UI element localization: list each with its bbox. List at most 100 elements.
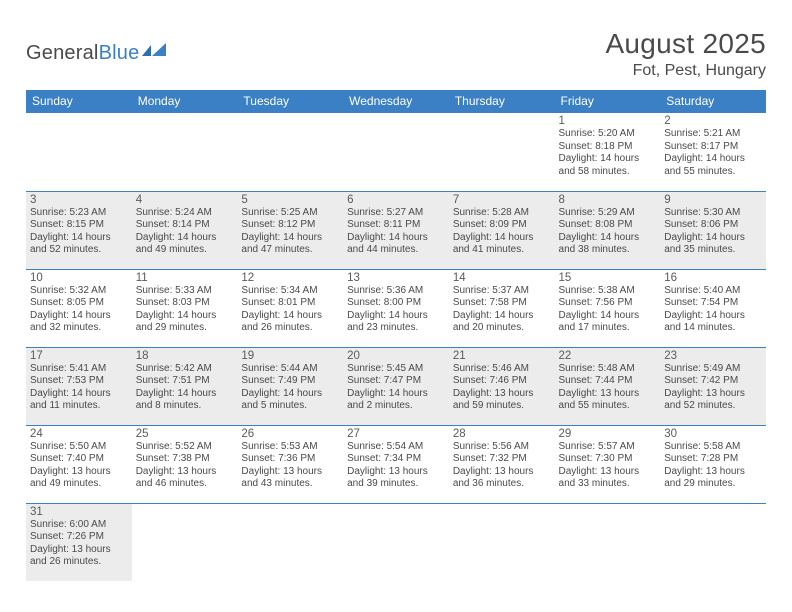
calendar-empty-cell bbox=[343, 113, 449, 191]
day-info: Sunrise: 5:50 AMSunset: 7:40 PMDaylight:… bbox=[30, 441, 128, 491]
day-number: 12 bbox=[241, 272, 339, 284]
day-number: 13 bbox=[347, 272, 445, 284]
day-number: 11 bbox=[136, 272, 234, 284]
day-info: Sunrise: 5:49 AMSunset: 7:42 PMDaylight:… bbox=[664, 363, 762, 413]
calendar-day-cell: 14Sunrise: 5:37 AMSunset: 7:58 PMDayligh… bbox=[449, 269, 555, 347]
day-number: 7 bbox=[453, 194, 551, 206]
calendar-empty-cell bbox=[449, 503, 555, 581]
calendar-week-row: 31Sunrise: 6:00 AMSunset: 7:26 PMDayligh… bbox=[26, 503, 766, 581]
page-title: August 2025 bbox=[605, 28, 766, 60]
day-number: 26 bbox=[241, 428, 339, 440]
weekday-header: Wednesday bbox=[343, 90, 449, 113]
calendar-body: 1Sunrise: 5:20 AMSunset: 8:18 PMDaylight… bbox=[26, 113, 766, 581]
calendar-day-cell: 11Sunrise: 5:33 AMSunset: 8:03 PMDayligh… bbox=[132, 269, 238, 347]
calendar-day-cell: 1Sunrise: 5:20 AMSunset: 8:18 PMDaylight… bbox=[555, 113, 661, 191]
day-number: 8 bbox=[559, 194, 657, 206]
calendar-empty-cell bbox=[237, 503, 343, 581]
brand-name-a: General bbox=[26, 42, 99, 64]
calendar-week-row: 3Sunrise: 5:23 AMSunset: 8:15 PMDaylight… bbox=[26, 191, 766, 269]
day-number: 30 bbox=[664, 428, 762, 440]
weekday-header: Monday bbox=[132, 90, 238, 113]
calendar-day-cell: 27Sunrise: 5:54 AMSunset: 7:34 PMDayligh… bbox=[343, 425, 449, 503]
calendar-day-cell: 5Sunrise: 5:25 AMSunset: 8:12 PMDaylight… bbox=[237, 191, 343, 269]
day-number: 2 bbox=[664, 115, 762, 127]
day-info: Sunrise: 5:42 AMSunset: 7:51 PMDaylight:… bbox=[136, 363, 234, 413]
calendar-day-cell: 3Sunrise: 5:23 AMSunset: 8:15 PMDaylight… bbox=[26, 191, 132, 269]
calendar-day-cell: 7Sunrise: 5:28 AMSunset: 8:09 PMDaylight… bbox=[449, 191, 555, 269]
day-info: Sunrise: 6:00 AMSunset: 7:26 PMDaylight:… bbox=[30, 519, 128, 569]
calendar-day-cell: 18Sunrise: 5:42 AMSunset: 7:51 PMDayligh… bbox=[132, 347, 238, 425]
calendar-empty-cell bbox=[132, 503, 238, 581]
weekday-header: Friday bbox=[555, 90, 661, 113]
calendar-week-row: 24Sunrise: 5:50 AMSunset: 7:40 PMDayligh… bbox=[26, 425, 766, 503]
day-info: Sunrise: 5:27 AMSunset: 8:11 PMDaylight:… bbox=[347, 207, 445, 257]
day-info: Sunrise: 5:32 AMSunset: 8:05 PMDaylight:… bbox=[30, 285, 128, 335]
weekday-header: Saturday bbox=[660, 90, 766, 113]
calendar-empty-cell bbox=[26, 113, 132, 191]
day-number: 6 bbox=[347, 194, 445, 206]
day-number: 5 bbox=[241, 194, 339, 206]
day-number: 14 bbox=[453, 272, 551, 284]
calendar-week-row: 10Sunrise: 5:32 AMSunset: 8:05 PMDayligh… bbox=[26, 269, 766, 347]
day-number: 22 bbox=[559, 350, 657, 362]
day-info: Sunrise: 5:57 AMSunset: 7:30 PMDaylight:… bbox=[559, 441, 657, 491]
calendar-empty-cell bbox=[660, 503, 766, 581]
calendar-day-cell: 25Sunrise: 5:52 AMSunset: 7:38 PMDayligh… bbox=[132, 425, 238, 503]
calendar-week-row: 17Sunrise: 5:41 AMSunset: 7:53 PMDayligh… bbox=[26, 347, 766, 425]
brand-logo: GeneralBlue bbox=[26, 28, 168, 65]
day-info: Sunrise: 5:58 AMSunset: 7:28 PMDaylight:… bbox=[664, 441, 762, 491]
weekday-header: Sunday bbox=[26, 90, 132, 113]
day-number: 20 bbox=[347, 350, 445, 362]
brand-name: GeneralBlue bbox=[26, 42, 139, 65]
calendar-day-cell: 13Sunrise: 5:36 AMSunset: 8:00 PMDayligh… bbox=[343, 269, 449, 347]
calendar-day-cell: 6Sunrise: 5:27 AMSunset: 8:11 PMDaylight… bbox=[343, 191, 449, 269]
day-info: Sunrise: 5:36 AMSunset: 8:00 PMDaylight:… bbox=[347, 285, 445, 335]
day-info: Sunrise: 5:54 AMSunset: 7:34 PMDaylight:… bbox=[347, 441, 445, 491]
calendar-empty-cell bbox=[449, 113, 555, 191]
calendar-day-cell: 8Sunrise: 5:29 AMSunset: 8:08 PMDaylight… bbox=[555, 191, 661, 269]
calendar-day-cell: 17Sunrise: 5:41 AMSunset: 7:53 PMDayligh… bbox=[26, 347, 132, 425]
day-number: 1 bbox=[559, 115, 657, 127]
day-number: 21 bbox=[453, 350, 551, 362]
day-number: 28 bbox=[453, 428, 551, 440]
day-number: 4 bbox=[136, 194, 234, 206]
day-info: Sunrise: 5:28 AMSunset: 8:09 PMDaylight:… bbox=[453, 207, 551, 257]
day-info: Sunrise: 5:44 AMSunset: 7:49 PMDaylight:… bbox=[241, 363, 339, 413]
day-info: Sunrise: 5:23 AMSunset: 8:15 PMDaylight:… bbox=[30, 207, 128, 257]
day-number: 29 bbox=[559, 428, 657, 440]
calendar-day-cell: 16Sunrise: 5:40 AMSunset: 7:54 PMDayligh… bbox=[660, 269, 766, 347]
brand-name-b: Blue bbox=[99, 42, 140, 64]
calendar-day-cell: 2Sunrise: 5:21 AMSunset: 8:17 PMDaylight… bbox=[660, 113, 766, 191]
calendar-table: SundayMondayTuesdayWednesdayThursdayFrid… bbox=[26, 90, 766, 581]
flag-icon bbox=[142, 42, 168, 65]
day-info: Sunrise: 5:48 AMSunset: 7:44 PMDaylight:… bbox=[559, 363, 657, 413]
day-number: 18 bbox=[136, 350, 234, 362]
calendar-day-cell: 30Sunrise: 5:58 AMSunset: 7:28 PMDayligh… bbox=[660, 425, 766, 503]
day-info: Sunrise: 5:56 AMSunset: 7:32 PMDaylight:… bbox=[453, 441, 551, 491]
day-number: 10 bbox=[30, 272, 128, 284]
calendar-day-cell: 26Sunrise: 5:53 AMSunset: 7:36 PMDayligh… bbox=[237, 425, 343, 503]
day-number: 15 bbox=[559, 272, 657, 284]
calendar-day-cell: 22Sunrise: 5:48 AMSunset: 7:44 PMDayligh… bbox=[555, 347, 661, 425]
calendar-day-cell: 29Sunrise: 5:57 AMSunset: 7:30 PMDayligh… bbox=[555, 425, 661, 503]
day-info: Sunrise: 5:30 AMSunset: 8:06 PMDaylight:… bbox=[664, 207, 762, 257]
day-info: Sunrise: 5:33 AMSunset: 8:03 PMDaylight:… bbox=[136, 285, 234, 335]
day-number: 25 bbox=[136, 428, 234, 440]
day-info: Sunrise: 5:40 AMSunset: 7:54 PMDaylight:… bbox=[664, 285, 762, 335]
day-info: Sunrise: 5:41 AMSunset: 7:53 PMDaylight:… bbox=[30, 363, 128, 413]
day-info: Sunrise: 5:37 AMSunset: 7:58 PMDaylight:… bbox=[453, 285, 551, 335]
day-info: Sunrise: 5:29 AMSunset: 8:08 PMDaylight:… bbox=[559, 207, 657, 257]
day-number: 16 bbox=[664, 272, 762, 284]
location: Fot, Pest, Hungary bbox=[605, 62, 766, 80]
day-number: 27 bbox=[347, 428, 445, 440]
calendar-day-cell: 10Sunrise: 5:32 AMSunset: 8:05 PMDayligh… bbox=[26, 269, 132, 347]
day-info: Sunrise: 5:52 AMSunset: 7:38 PMDaylight:… bbox=[136, 441, 234, 491]
calendar-day-cell: 15Sunrise: 5:38 AMSunset: 7:56 PMDayligh… bbox=[555, 269, 661, 347]
calendar-day-cell: 4Sunrise: 5:24 AMSunset: 8:14 PMDaylight… bbox=[132, 191, 238, 269]
calendar-day-cell: 21Sunrise: 5:46 AMSunset: 7:46 PMDayligh… bbox=[449, 347, 555, 425]
day-info: Sunrise: 5:38 AMSunset: 7:56 PMDaylight:… bbox=[559, 285, 657, 335]
calendar-empty-cell bbox=[237, 113, 343, 191]
calendar-empty-cell bbox=[132, 113, 238, 191]
calendar-empty-cell bbox=[343, 503, 449, 581]
day-info: Sunrise: 5:53 AMSunset: 7:36 PMDaylight:… bbox=[241, 441, 339, 491]
